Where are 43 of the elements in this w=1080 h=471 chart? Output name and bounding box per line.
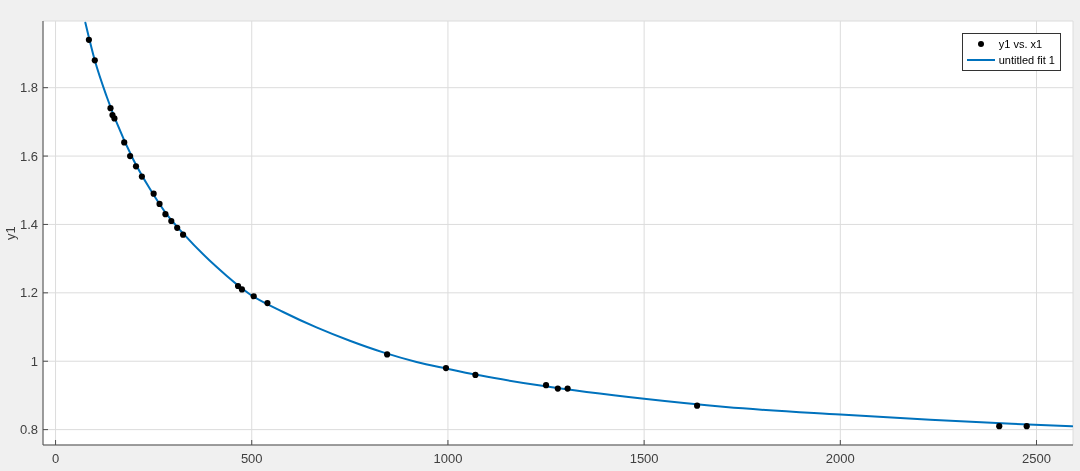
x-tick-label: 1000 xyxy=(433,451,463,467)
y-tick-label: 0.8 xyxy=(19,422,38,438)
point xyxy=(564,385,571,392)
point xyxy=(121,139,128,146)
point xyxy=(138,173,145,180)
point xyxy=(234,282,242,290)
x-tick-label: 500 xyxy=(240,451,263,467)
x-tick-label: 0 xyxy=(51,451,60,467)
point xyxy=(554,385,561,392)
point xyxy=(472,371,479,378)
point xyxy=(127,152,134,160)
point xyxy=(111,115,118,122)
point xyxy=(238,286,246,293)
line-series xyxy=(84,21,1073,428)
point xyxy=(162,211,169,218)
point xyxy=(442,364,450,372)
point xyxy=(85,36,92,43)
y-tick-label: 1.8 xyxy=(19,80,38,96)
y-tick-label: 1.6 xyxy=(19,148,38,164)
legend-label: untitled fit 1 xyxy=(998,53,1055,68)
point xyxy=(168,217,175,225)
point xyxy=(174,224,181,231)
point xyxy=(150,190,157,197)
point xyxy=(179,231,187,238)
point xyxy=(384,351,391,358)
x-tick-label: 2500 xyxy=(1022,451,1051,467)
point xyxy=(264,300,271,307)
y-axis-title: y1 xyxy=(2,226,18,240)
point xyxy=(250,293,257,300)
y-tick-label: 1.4 xyxy=(19,217,38,233)
point xyxy=(91,57,98,64)
point xyxy=(156,200,163,208)
x-tick-label: 1500 xyxy=(629,451,659,467)
x-tick-label: 2000 xyxy=(825,451,855,467)
point xyxy=(1023,423,1030,430)
point xyxy=(996,423,1003,430)
y-tick-label: 1.2 xyxy=(19,285,38,301)
point xyxy=(694,402,701,409)
y-tick-label: 1 xyxy=(30,353,38,369)
point xyxy=(542,382,550,389)
legend-label: y1 vs. x1 xyxy=(998,37,1043,52)
point xyxy=(107,105,114,112)
point xyxy=(132,163,140,170)
